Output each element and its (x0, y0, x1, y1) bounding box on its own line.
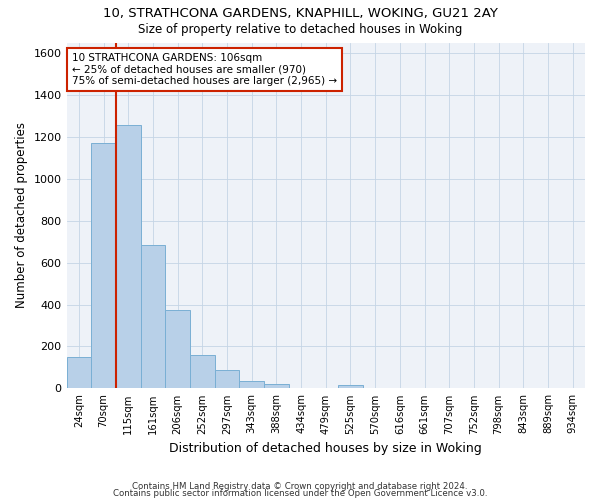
Text: Size of property relative to detached houses in Woking: Size of property relative to detached ho… (138, 22, 462, 36)
Bar (140, 245, 165, 388)
Bar (264, 384, 289, 388)
Bar (67, 357, 91, 388)
Bar (91, 143, 116, 388)
Bar (190, 355, 215, 388)
Bar (215, 370, 239, 388)
Y-axis label: Number of detached properties: Number of detached properties (15, 122, 28, 308)
Text: 10, STRATHCONA GARDENS, KNAPHILL, WOKING, GU21 2AY: 10, STRATHCONA GARDENS, KNAPHILL, WOKING… (103, 8, 497, 20)
X-axis label: Distribution of detached houses by size in Woking: Distribution of detached houses by size … (169, 442, 482, 455)
Text: 10 STRATHCONA GARDENS: 106sqm
← 25% of detached houses are smaller (970)
75% of : 10 STRATHCONA GARDENS: 106sqm ← 25% of d… (72, 53, 337, 86)
Bar (338, 385, 363, 388)
Bar (165, 310, 190, 388)
Bar (239, 381, 264, 388)
Bar (116, 126, 140, 388)
Text: Contains HM Land Registry data © Crown copyright and database right 2024.: Contains HM Land Registry data © Crown c… (132, 482, 468, 491)
Text: Contains public sector information licensed under the Open Government Licence v3: Contains public sector information licen… (113, 490, 487, 498)
